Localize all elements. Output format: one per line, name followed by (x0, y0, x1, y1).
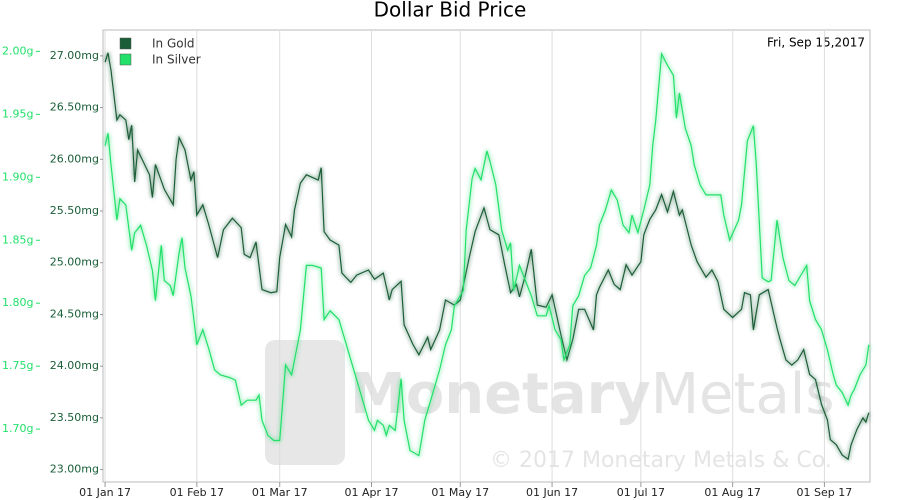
y2-tick-label: 1.80g (2, 296, 33, 309)
x-tick-label: 01 Jun 17 (526, 486, 578, 499)
legend-label: In Gold (152, 37, 195, 51)
legend-swatch (119, 37, 132, 50)
y-tick-label: 23.50mg (50, 411, 99, 424)
x-tick-label: 01 Sep 17 (797, 486, 853, 499)
x-tick-label: 01 Feb 17 (170, 486, 224, 499)
x-tick-label: 01 Apr 17 (344, 486, 398, 499)
y2-tick-label: 2.00g (2, 44, 33, 57)
x-tick-label: 01 Jan 17 (79, 486, 131, 499)
watermark-copyright: © 2017 Monetary Metals & Co. (490, 448, 832, 473)
watermark: MonetaryMetals © 2017 Monetary Metals & … (265, 340, 835, 473)
plot-frame (102, 29, 871, 483)
y-tick-label: 27.00mg (50, 49, 99, 62)
y2-tick-label: 1.70g (2, 422, 33, 435)
series-line (104, 51, 870, 457)
series-line (104, 52, 870, 461)
y-tick-label: 25.00mg (50, 256, 99, 269)
x-tick-label: 01 Mar 17 (252, 486, 308, 499)
y-tick-label: 24.00mg (50, 359, 99, 372)
watermark-brand: MonetaryMetals (350, 362, 835, 427)
legend-label: In Silver (152, 53, 201, 67)
y-tick-label: 26.50mg (50, 101, 99, 114)
y2-tick-label: 1.90g (2, 170, 33, 183)
y2-tick-label: 1.95g (2, 107, 33, 120)
y2-tick-label: 1.85g (2, 233, 33, 246)
chart-title: Dollar Bid Price (374, 0, 527, 22)
y-tick-label: 26.00mg (50, 152, 99, 165)
y2-tick-label: 1.75g (2, 359, 33, 372)
x-tick-label: 01 Jul 17 (617, 486, 665, 499)
watermark-brand-main: Monetary (350, 362, 651, 427)
y-tick-label: 24.50mg (50, 307, 99, 320)
x-tick-label: 01 Aug 17 (704, 486, 760, 499)
watermark-brand-sub: Metals (651, 362, 835, 427)
x-tick-label: 01 May 17 (431, 486, 489, 499)
watermark-logo (265, 340, 345, 465)
y-tick-label: 23.00mg (50, 463, 99, 476)
date-annotation: Fri, Sep 15,2017 (767, 36, 865, 50)
y-tick-label: 25.50mg (50, 204, 99, 217)
legend-swatch (119, 53, 132, 66)
